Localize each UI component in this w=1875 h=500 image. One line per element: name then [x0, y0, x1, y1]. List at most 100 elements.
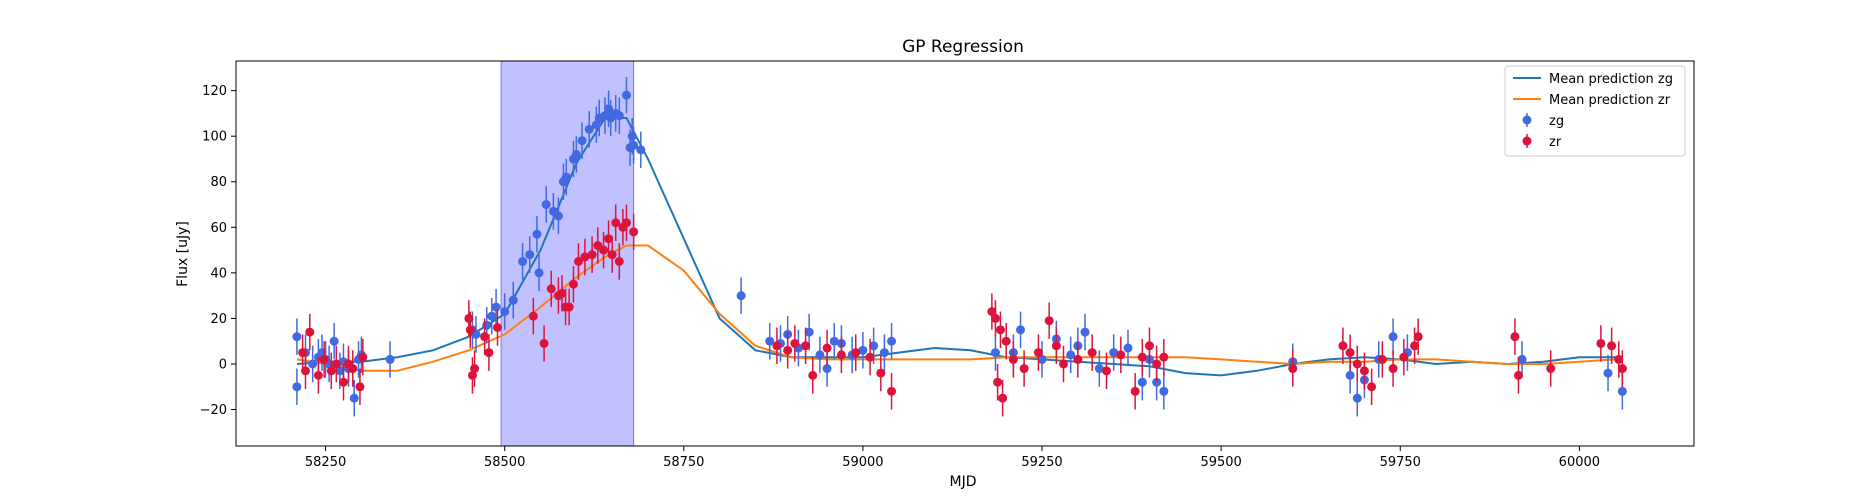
- data-point-zr: [1019, 364, 1029, 374]
- data-point-zr: [1044, 316, 1054, 326]
- series-line-mean-prediction-zr: [296, 244, 1623, 372]
- data-point-zg: [621, 90, 631, 100]
- data-point-zr: [1288, 364, 1298, 374]
- x-tick-label: 58250: [305, 455, 346, 470]
- data-point-zg: [1066, 350, 1076, 360]
- data-point-zr: [1001, 336, 1011, 346]
- data-point-zr: [1073, 354, 1083, 364]
- data-point-zg: [736, 291, 746, 301]
- data-point-zr: [305, 327, 315, 337]
- data-point-zr: [1614, 354, 1624, 364]
- data-point-zr: [987, 307, 997, 317]
- y-tick-label: 100: [202, 130, 227, 145]
- data-point-zr: [790, 338, 800, 348]
- data-point-zg: [534, 268, 544, 278]
- axes-frame: [235, 60, 1695, 447]
- data-point-zg: [1388, 332, 1398, 342]
- data-point-zr: [1399, 352, 1409, 362]
- data-point-zr: [470, 364, 480, 374]
- legend: Mean prediction zg Mean prediction zr zg…: [1504, 65, 1686, 157]
- data-point-zg: [532, 229, 542, 239]
- x-tick-label: 59750: [1380, 455, 1421, 470]
- x-tick-label: 59000: [842, 455, 883, 470]
- data-point-zr: [326, 366, 336, 376]
- data-point-zr: [614, 256, 624, 266]
- data-point-zr: [1144, 341, 1154, 351]
- data-point-zg: [1517, 354, 1527, 364]
- legend-label-zr-line: Mean prediction zr: [1549, 93, 1671, 108]
- data-point-zr: [587, 250, 597, 260]
- data-point-zr: [1338, 341, 1348, 351]
- data-point-zg: [627, 131, 637, 141]
- chart-title: GP Regression: [902, 37, 1024, 57]
- data-point-zr: [1607, 341, 1617, 351]
- data-point-zg: [482, 320, 492, 330]
- data-point-zg: [1603, 368, 1613, 378]
- data-point-zr: [836, 350, 846, 360]
- data-point-zg: [1352, 393, 1362, 403]
- data-point-zg: [577, 136, 587, 146]
- data-point-zg: [1016, 325, 1026, 335]
- data-point-zg: [614, 111, 624, 121]
- data-point-zr: [1059, 359, 1069, 369]
- data-point-zg: [869, 341, 879, 351]
- data-point-zr: [358, 352, 368, 362]
- data-point-zr: [1152, 359, 1162, 369]
- data-point-zr: [1410, 341, 1420, 351]
- data-point-zr: [995, 325, 1005, 335]
- data-point-zg: [1617, 386, 1627, 396]
- data-point-zr: [1510, 332, 1520, 342]
- data-point-zg: [385, 354, 395, 364]
- y-tick-label: 120: [202, 84, 227, 99]
- legend-label-zg: zg: [1549, 114, 1564, 129]
- data-point-zg: [541, 200, 551, 210]
- data-point-zg: [804, 327, 814, 337]
- data-point-zr: [528, 311, 538, 321]
- y-tick-label: 80: [210, 175, 227, 190]
- data-point-zr: [573, 256, 583, 266]
- data-point-zr: [607, 250, 617, 260]
- data-point-zg: [584, 124, 594, 134]
- data-point-zg: [561, 172, 571, 182]
- data-point-zg: [990, 348, 1000, 358]
- data-point-zr: [611, 218, 621, 228]
- data-point-zr: [313, 370, 323, 380]
- data-point-zr: [564, 302, 574, 312]
- data-point-zr: [1345, 348, 1355, 358]
- data-point-zg: [487, 311, 497, 321]
- data-point-zr: [822, 343, 832, 353]
- data-point-zr: [480, 332, 490, 342]
- data-point-zg: [525, 250, 535, 260]
- data-point-zg: [518, 256, 528, 266]
- y-axis-label: Flux [uJy]: [175, 221, 191, 287]
- data-point-zg: [829, 336, 839, 346]
- data-point-zr: [331, 359, 341, 369]
- y-tick-label: 60: [210, 221, 227, 236]
- data-point-zr: [319, 354, 329, 364]
- data-point-zr: [1617, 364, 1627, 374]
- data-point-zr: [1087, 348, 1097, 358]
- data-point-zr: [621, 218, 631, 228]
- data-point-zg: [822, 364, 832, 374]
- data-point-zg: [292, 382, 302, 392]
- data-point-zr: [1033, 348, 1043, 358]
- data-point-zg: [858, 345, 868, 355]
- data-point-zg: [636, 145, 646, 155]
- data-point-zr: [990, 313, 1000, 323]
- data-point-zr: [1130, 386, 1140, 396]
- series-line-mean-prediction-zg: [296, 117, 1623, 377]
- data-point-zr: [1008, 354, 1018, 364]
- data-point-zr: [1377, 354, 1387, 364]
- data-point-zg: [508, 295, 518, 305]
- x-tick-label: 59500: [1200, 455, 1241, 470]
- data-point-zg: [1137, 377, 1147, 387]
- data-point-zg: [1109, 348, 1119, 358]
- data-point-zr: [772, 341, 782, 351]
- x-tick-label: 58500: [484, 455, 525, 470]
- data-point-zr: [993, 377, 1003, 387]
- x-tick-label: 58750: [663, 455, 704, 470]
- data-point-zr: [1596, 338, 1606, 348]
- plot-area: 58250 58500 58750 59000 59250 59500 59750 60000…: [200, 60, 1695, 470]
- data-point-zr: [1546, 364, 1556, 374]
- data-point-zg: [1159, 386, 1169, 396]
